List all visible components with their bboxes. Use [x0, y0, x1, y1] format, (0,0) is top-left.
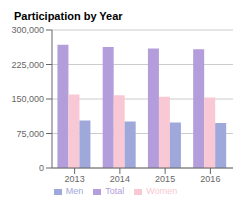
svg-text:2013: 2013: [65, 174, 85, 184]
html-text:Total: Total: [105, 186, 125, 196]
svg-text:2015: 2015: [155, 174, 175, 184]
html-text:Men: Men: [65, 186, 84, 196]
svg-text:2014: 2014: [110, 174, 130, 184]
html-text:Women: Women: [146, 186, 178, 196]
svg-text:150,000: 150,000: [11, 94, 44, 104]
svg-text:75,000: 75,000: [16, 129, 44, 139]
svg-text:225,000: 225,000: [11, 60, 44, 70]
svg-text:2016: 2016: [200, 174, 220, 184]
svg-text:300,000: 300,000: [11, 25, 44, 35]
svg-text:0: 0: [39, 163, 44, 173]
html-text:Participation by Year: Participation by Year: [14, 10, 123, 22]
